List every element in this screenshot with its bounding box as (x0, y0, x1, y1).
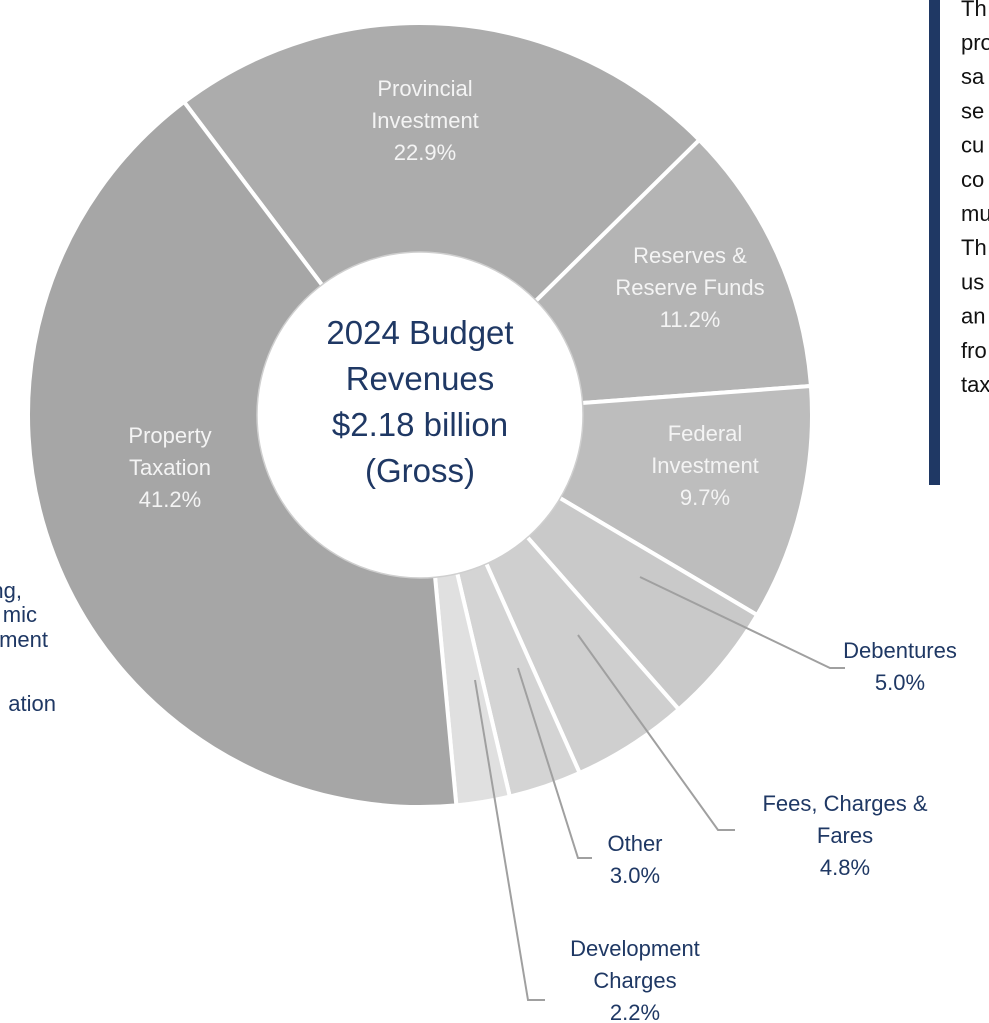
annotation-fragment: us (961, 269, 984, 294)
annotation-fragment: pro (961, 30, 989, 55)
slice-value: 2.2% (610, 1000, 660, 1023)
annotation-fragment: Th (961, 235, 987, 260)
slice-label: Development Charges (570, 936, 700, 993)
annotation-fragment: ation (8, 691, 56, 716)
donut-slice (26, 99, 459, 809)
chart-title: 2024 Budget Revenues $2.18 billion (Gross) (326, 314, 513, 489)
slice-label: Federal Investment (651, 421, 759, 478)
slice-value: 41.2% (139, 487, 201, 512)
slice-value: 3.0% (610, 863, 660, 888)
annotation-fragment: fro (961, 338, 987, 363)
leader-line (639, 576, 845, 669)
annotation-fragment: sa (961, 64, 985, 89)
side-bar (929, 0, 940, 485)
annotation-fragment: cu (961, 133, 984, 158)
annotation-fragment: mic (3, 602, 37, 627)
slice-value: 22.9% (394, 140, 456, 165)
leader-line (517, 667, 592, 859)
slice-value: 11.2% (660, 307, 721, 332)
slice-label: Property Taxation (128, 423, 211, 480)
annotation-fragment: an (961, 304, 985, 329)
slice-value: 5.0% (875, 670, 925, 695)
slice-value: 9.7% (680, 485, 730, 510)
slice-value: 4.8% (820, 855, 870, 880)
slice-label: Reserves & Reserve Funds (615, 243, 764, 300)
leader-line (577, 634, 735, 831)
annotation-fragment: ng, (0, 578, 22, 603)
annotation-fragment: ment (0, 627, 48, 652)
slice-label: Provincial Investment (371, 76, 479, 133)
slice-label: Fees, Charges & Fares (762, 791, 927, 848)
donut-hole (256, 251, 584, 579)
annotation-fragment: mu (961, 201, 989, 226)
donut-slice (181, 21, 703, 419)
slice-label: Debentures (843, 638, 957, 663)
annotation-fragment: Th (961, 0, 987, 21)
annotation-fragment: co (961, 167, 984, 192)
slice-label: Other (607, 831, 662, 856)
annotation-fragment: tax (961, 372, 989, 397)
leader-line (474, 679, 545, 1001)
annotation-fragment: se (961, 98, 984, 123)
